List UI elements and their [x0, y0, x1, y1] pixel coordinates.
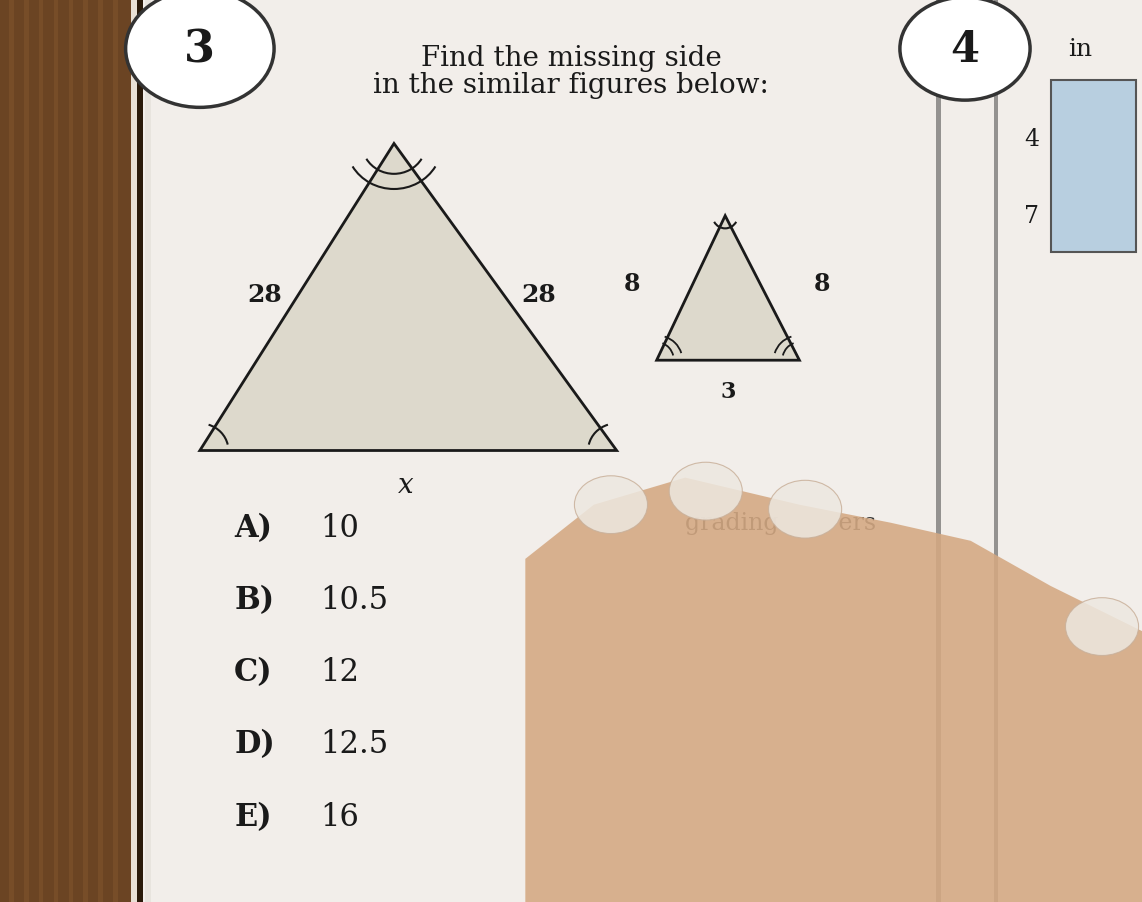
Text: C): C) — [234, 657, 273, 687]
Bar — [69, 0, 73, 902]
Bar — [54, 0, 58, 902]
Bar — [83, 0, 88, 902]
Bar — [145, 0, 151, 902]
Circle shape — [900, 0, 1030, 101]
Text: in the similar figures below:: in the similar figures below: — [373, 72, 769, 99]
Circle shape — [126, 0, 274, 108]
Text: A): A) — [234, 512, 272, 543]
Circle shape — [574, 476, 648, 534]
Bar — [24, 0, 29, 902]
Circle shape — [669, 463, 742, 520]
Bar — [98, 0, 103, 902]
Bar — [137, 0, 143, 902]
Text: E): E) — [234, 801, 272, 832]
Text: x: x — [397, 472, 413, 499]
Text: 4: 4 — [1024, 128, 1039, 152]
Bar — [143, 0, 1142, 902]
Bar — [1051, 81, 1136, 253]
Text: 3: 3 — [184, 28, 216, 71]
Text: D): D) — [234, 729, 275, 759]
Circle shape — [1065, 598, 1139, 656]
Text: 28: 28 — [248, 283, 282, 307]
Text: 12.5: 12.5 — [320, 729, 388, 759]
Text: 10.5: 10.5 — [320, 584, 388, 615]
Text: grading        ers: grading ers — [685, 511, 876, 535]
Bar — [113, 0, 118, 902]
Bar — [0, 0, 131, 902]
Text: 12: 12 — [320, 657, 359, 687]
Polygon shape — [525, 478, 1142, 902]
Text: 4: 4 — [950, 29, 980, 70]
Bar — [936, 0, 941, 902]
Text: Find the missing side: Find the missing side — [420, 45, 722, 72]
Polygon shape — [657, 216, 799, 361]
Polygon shape — [200, 144, 617, 451]
Circle shape — [769, 481, 842, 538]
Text: 7: 7 — [1024, 205, 1039, 228]
Text: 8: 8 — [624, 272, 640, 296]
Bar — [9, 0, 14, 902]
Text: 10: 10 — [320, 512, 359, 543]
Bar — [39, 0, 43, 902]
Text: 28: 28 — [522, 283, 556, 307]
Text: in: in — [1068, 38, 1092, 61]
Text: B): B) — [234, 584, 274, 615]
Text: 3: 3 — [721, 381, 737, 402]
Bar — [994, 0, 998, 902]
Text: 8: 8 — [814, 272, 830, 296]
Text: 16: 16 — [320, 801, 359, 832]
